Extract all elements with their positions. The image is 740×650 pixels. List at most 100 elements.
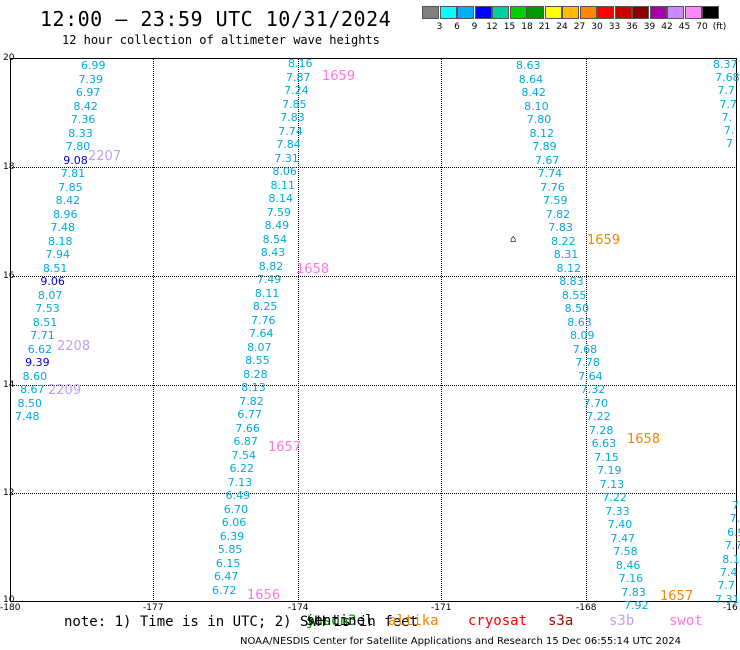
wave-height-value: 9.08 <box>63 153 88 167</box>
wave-height-value: 8.12 <box>556 261 582 275</box>
wave-height-value: 7.89 <box>532 140 557 153</box>
wave-height-value: 7.85 <box>282 97 307 111</box>
wave-height-value: 8.82 <box>258 259 284 273</box>
wave-height-value: 6.06 <box>221 516 247 529</box>
wave-height-value: 7. <box>729 512 740 526</box>
latitude-tick-label: 14 <box>3 380 15 390</box>
wave-height-value: 7.53 <box>35 302 60 315</box>
legend-label: 3 <box>436 22 443 32</box>
wave-height-value: 8.49 <box>264 219 290 232</box>
wave-height-value: 7.92 <box>624 599 649 612</box>
wave-height-value: 7.54 <box>231 448 256 462</box>
wave-height-value: 6.87 <box>233 435 258 448</box>
wave-height-value: 6.9 <box>727 525 740 539</box>
latitude-tick-label: 16 <box>3 271 15 281</box>
satellite-legend-item: sentinel <box>306 613 374 629</box>
satellite-legend-item: swot <box>669 613 703 629</box>
wave-height-value: 7.22 <box>586 410 611 423</box>
wave-height-value: 9.06 <box>40 275 65 288</box>
legend-label: 9 <box>471 22 478 32</box>
page-title: 12:00 – 23:59 UTC 10/31/2024 <box>40 7 392 31</box>
legend-color-box <box>649 6 667 19</box>
legend-label: 42 <box>661 22 673 32</box>
wave-height-value: 8.09 <box>570 329 595 342</box>
wave-height-value: 6.49 <box>225 489 251 502</box>
wave-height-value: 7.48 <box>50 221 76 234</box>
wave-height-value: 8.42 <box>55 194 81 207</box>
wave-height-value: 7.7 <box>717 579 735 593</box>
legend-color-box <box>509 6 527 19</box>
legend-color-box <box>579 6 597 19</box>
wave-height-value: 7.7 <box>724 539 740 553</box>
longitude-tick-label: -171 <box>431 603 452 613</box>
wave-height-value: 8.42 <box>521 86 546 99</box>
wave-height-value: 7.80 <box>526 113 552 126</box>
wave-height-value: 9.39 <box>25 356 50 369</box>
wave-height-value: 7.39 <box>78 72 103 86</box>
footer-text: NOAA/NESDIS Center for Satellite Applica… <box>240 636 682 647</box>
wave-height-value: 7.83 <box>621 585 646 599</box>
longitude-tick-label: -174 <box>288 603 309 613</box>
wave-height-value: 8.55 <box>561 288 587 302</box>
wave-height-value: 7.82 <box>545 207 571 221</box>
legend-color-box <box>422 6 439 19</box>
legend-label: 30 <box>591 22 603 32</box>
wave-height-value: 7.80 <box>65 140 91 153</box>
legend-label: 39 <box>643 22 656 32</box>
wave-height-value: 7.33 <box>605 504 630 518</box>
wave-height-value: 7.32 <box>580 383 606 396</box>
wave-height-value: 7.7 <box>717 84 735 98</box>
legend-label: 24 <box>556 22 568 32</box>
wave-height-value: 6.70 <box>223 502 249 516</box>
wave-height-value: 6.22 <box>229 462 255 475</box>
wave-height-value: 7.85 <box>58 180 83 194</box>
grid-line-longitude <box>298 58 299 602</box>
wave-height-value: 8.28 <box>243 367 268 381</box>
time-label: 1658 <box>296 262 330 277</box>
latitude-tick-label: 12 <box>3 488 15 498</box>
legend-label: 12 <box>486 22 498 32</box>
wave-height-value: 5.85 <box>217 543 243 556</box>
grid-line-latitude <box>10 167 737 168</box>
wave-height-value: 8.51 <box>42 261 68 275</box>
legend-color-box <box>702 6 719 19</box>
wave-height-value: 7.49 <box>256 273 282 286</box>
wave-height-value: 8.60 <box>22 369 48 383</box>
wave-height-value: 7.64 <box>249 327 274 340</box>
wave-height-value: 7.13 <box>599 477 625 491</box>
wave-height-value: 7.15 <box>594 450 619 464</box>
wave-height-value: 7 <box>732 499 739 512</box>
legend-label: 27 <box>573 22 586 32</box>
grid-line-latitude <box>10 276 737 277</box>
wave-height-value: 7.59 <box>266 205 292 219</box>
wave-height-value: 7.19 <box>597 464 622 477</box>
wave-height-value: 7.70 <box>583 396 609 410</box>
wave-height-value: 7.67 <box>534 153 560 167</box>
grid-line-latitude <box>10 385 737 386</box>
wave-height-value: 8.63 <box>516 59 541 72</box>
wave-height-value: 7.74 <box>537 167 563 180</box>
wave-height-value: 7.82 <box>239 394 264 408</box>
legend-label: 36 <box>626 22 638 32</box>
wave-height-value: 8.51 <box>32 315 58 329</box>
wave-height-value: 7.47 <box>610 531 636 545</box>
legend-color-box <box>597 6 614 19</box>
wave-height-value: 8.13 <box>241 381 266 394</box>
map-plot <box>10 58 737 602</box>
wave-height-value: 7.84 <box>276 138 301 151</box>
legend-color-box <box>439 6 457 19</box>
wave-height-value: 7.76 <box>540 180 565 194</box>
wave-height-value: 8.96 <box>53 207 78 221</box>
wave-height-value: 8.67 <box>20 383 45 396</box>
legend-label: 21 <box>538 22 551 32</box>
wave-height-value: 8.55 <box>245 354 270 367</box>
legend-color-box <box>562 6 579 19</box>
plot-frame <box>10 58 737 602</box>
wave-height-value: 7.94 <box>45 248 70 261</box>
grid-line-longitude <box>153 58 154 602</box>
wave-height-value: 7.36 <box>70 113 96 126</box>
wave-height-value: 8.64 <box>518 72 544 86</box>
wave-height-value: 6.72 <box>212 583 237 597</box>
wave-height-value: 8.31 <box>553 248 579 261</box>
legend-color-box <box>684 6 702 19</box>
